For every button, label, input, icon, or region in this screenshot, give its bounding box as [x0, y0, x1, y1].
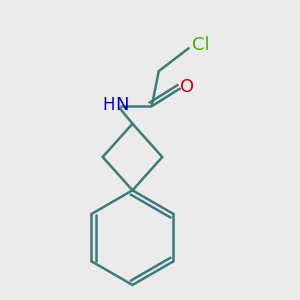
- Text: Cl: Cl: [192, 36, 210, 54]
- Text: N: N: [115, 97, 129, 115]
- Text: H: H: [103, 97, 115, 115]
- Text: O: O: [180, 78, 195, 96]
